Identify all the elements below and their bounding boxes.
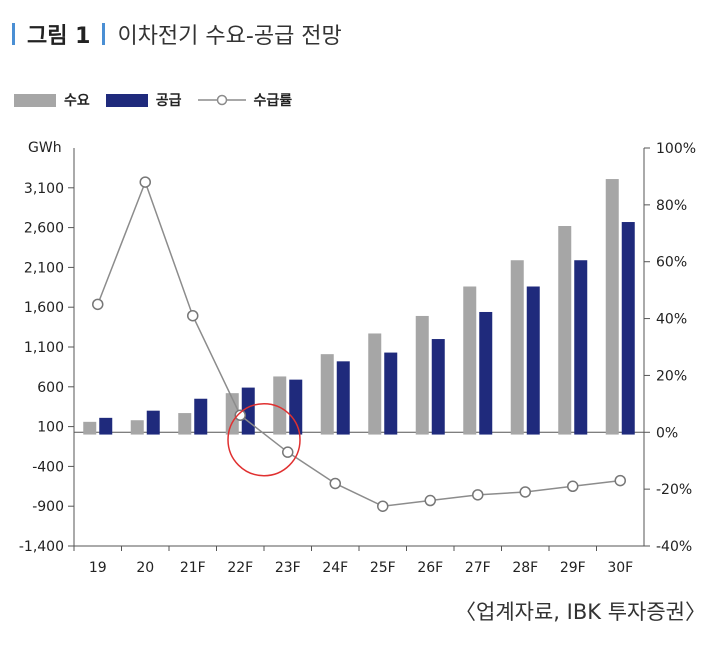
left-tick-label: 1,100: [24, 340, 64, 356]
bar-demand-20: [130, 420, 144, 435]
bar-supply-30f: [621, 222, 635, 435]
title-separator-bar: [102, 23, 106, 45]
legend-swatch-supply: [105, 93, 148, 107]
figure-title: 이차전기 수요-공급 전망: [117, 24, 342, 49]
left-tick-label: 3,100: [24, 181, 64, 197]
x-tick-label: 30F: [607, 560, 633, 576]
figure-header: 그림 1 이차전기 수요-공급 전망: [12, 18, 342, 50]
right-tick-label: 60%: [656, 255, 687, 271]
ratio-point-26f: [424, 494, 436, 507]
right-tick-label: 80%: [656, 198, 687, 214]
ratio-point-24f: [329, 477, 341, 490]
right-tick-label: 40%: [656, 312, 687, 328]
legend-swatch-ratio: [197, 94, 246, 106]
x-tick-label: 23F: [275, 560, 301, 576]
source-note: 〈업계자료, IBK 투자증권〉: [455, 600, 706, 624]
x-tick-label: 22F: [227, 560, 253, 576]
ratio-point-22f: [234, 409, 246, 421]
ratio-point-19: [92, 298, 104, 311]
demand-supply-chart: GWh 3,100 2,600 2,100 1,600 1,100 600 100 -400 -9…: [19, 140, 696, 576]
legend-swatch-demand: [14, 93, 56, 107]
ratio-point-29f: [567, 480, 579, 493]
bar-demand-21f: [178, 413, 192, 435]
bar-demand-25f: [368, 333, 382, 435]
bar-supply-26f: [431, 339, 445, 435]
right-tick-label: 20%: [656, 368, 687, 384]
x-tick-label: 24F: [322, 560, 348, 576]
bar-demand-29f: [558, 226, 572, 435]
right-tick-label: 0%: [656, 425, 678, 441]
left-tick-label: 100: [37, 420, 64, 436]
right-tick-label: -40%: [656, 539, 692, 555]
bar-demand-30f: [605, 179, 619, 435]
bar-supply-23f: [289, 379, 303, 435]
bar-demand-22f: [225, 393, 239, 435]
chart-legend: 수요 공급 수급률: [14, 90, 308, 110]
left-axis-unit-label: GWh: [28, 140, 62, 156]
x-tick-label: 29F: [560, 560, 586, 576]
x-tick-label: 19: [89, 560, 107, 576]
left-tick-label: -400: [32, 459, 64, 475]
bar-supply-20: [146, 410, 160, 435]
crossover-highlight-circle: [227, 402, 301, 477]
bar-demand-19: [83, 421, 97, 435]
x-tick-label: 26F: [417, 560, 443, 576]
bar-supply-28f: [526, 286, 540, 435]
legend-label-demand: 수요: [64, 93, 90, 109]
bar-demand-24f: [320, 354, 334, 435]
ratio-point-20: [139, 176, 151, 188]
legend-item-ratio: 수급률: [197, 90, 293, 110]
left-tick-label: 600: [37, 380, 64, 396]
bar-supply-27f: [479, 311, 493, 435]
ratio-line: [97, 179, 621, 507]
figure-label: 그림 1: [27, 24, 91, 49]
bar-supply-25f: [384, 352, 398, 435]
left-tick-label: 2,100: [24, 260, 64, 276]
bar-demand-27f: [463, 286, 477, 435]
title-accent-bar: [12, 23, 15, 45]
bar-supply-24f: [336, 361, 350, 435]
bar-demand-23f: [273, 376, 287, 435]
right-tick-label: -20%: [656, 482, 692, 498]
left-tick-label: 1,600: [24, 300, 64, 316]
right-tick-label: 100%: [656, 141, 696, 157]
legend-label-supply: 공급: [155, 93, 182, 109]
left-tick-label: -1,400: [19, 539, 64, 555]
ratio-point-25f: [377, 500, 389, 512]
bar-supply-21f: [194, 398, 208, 435]
legend-item-supply: 공급: [105, 90, 182, 110]
legend-item-demand: 수요: [14, 90, 90, 110]
bar-supply-19: [99, 417, 113, 435]
left-tick-label: 2,600: [24, 221, 64, 237]
x-tick-label: 20: [136, 560, 154, 576]
ratio-point-21f: [187, 309, 199, 322]
ratio-point-27f: [472, 489, 484, 501]
x-tick-label: 28F: [512, 560, 538, 576]
left-tick-label: -900: [32, 499, 64, 515]
ratio-point-23f: [282, 446, 294, 458]
ratio-point-30f: [614, 474, 626, 487]
bar-supply-22f: [241, 387, 255, 435]
x-tick-label: 25F: [370, 560, 396, 576]
legend-label-ratio: 수급률: [253, 93, 293, 109]
x-tick-label: 21F: [180, 560, 206, 576]
bar-demand-28f: [510, 260, 524, 435]
ratio-point-28f: [519, 486, 531, 498]
bar-demand-26f: [415, 315, 429, 435]
bar-supply-29f: [574, 260, 588, 435]
x-tick-label: 27F: [465, 560, 491, 576]
